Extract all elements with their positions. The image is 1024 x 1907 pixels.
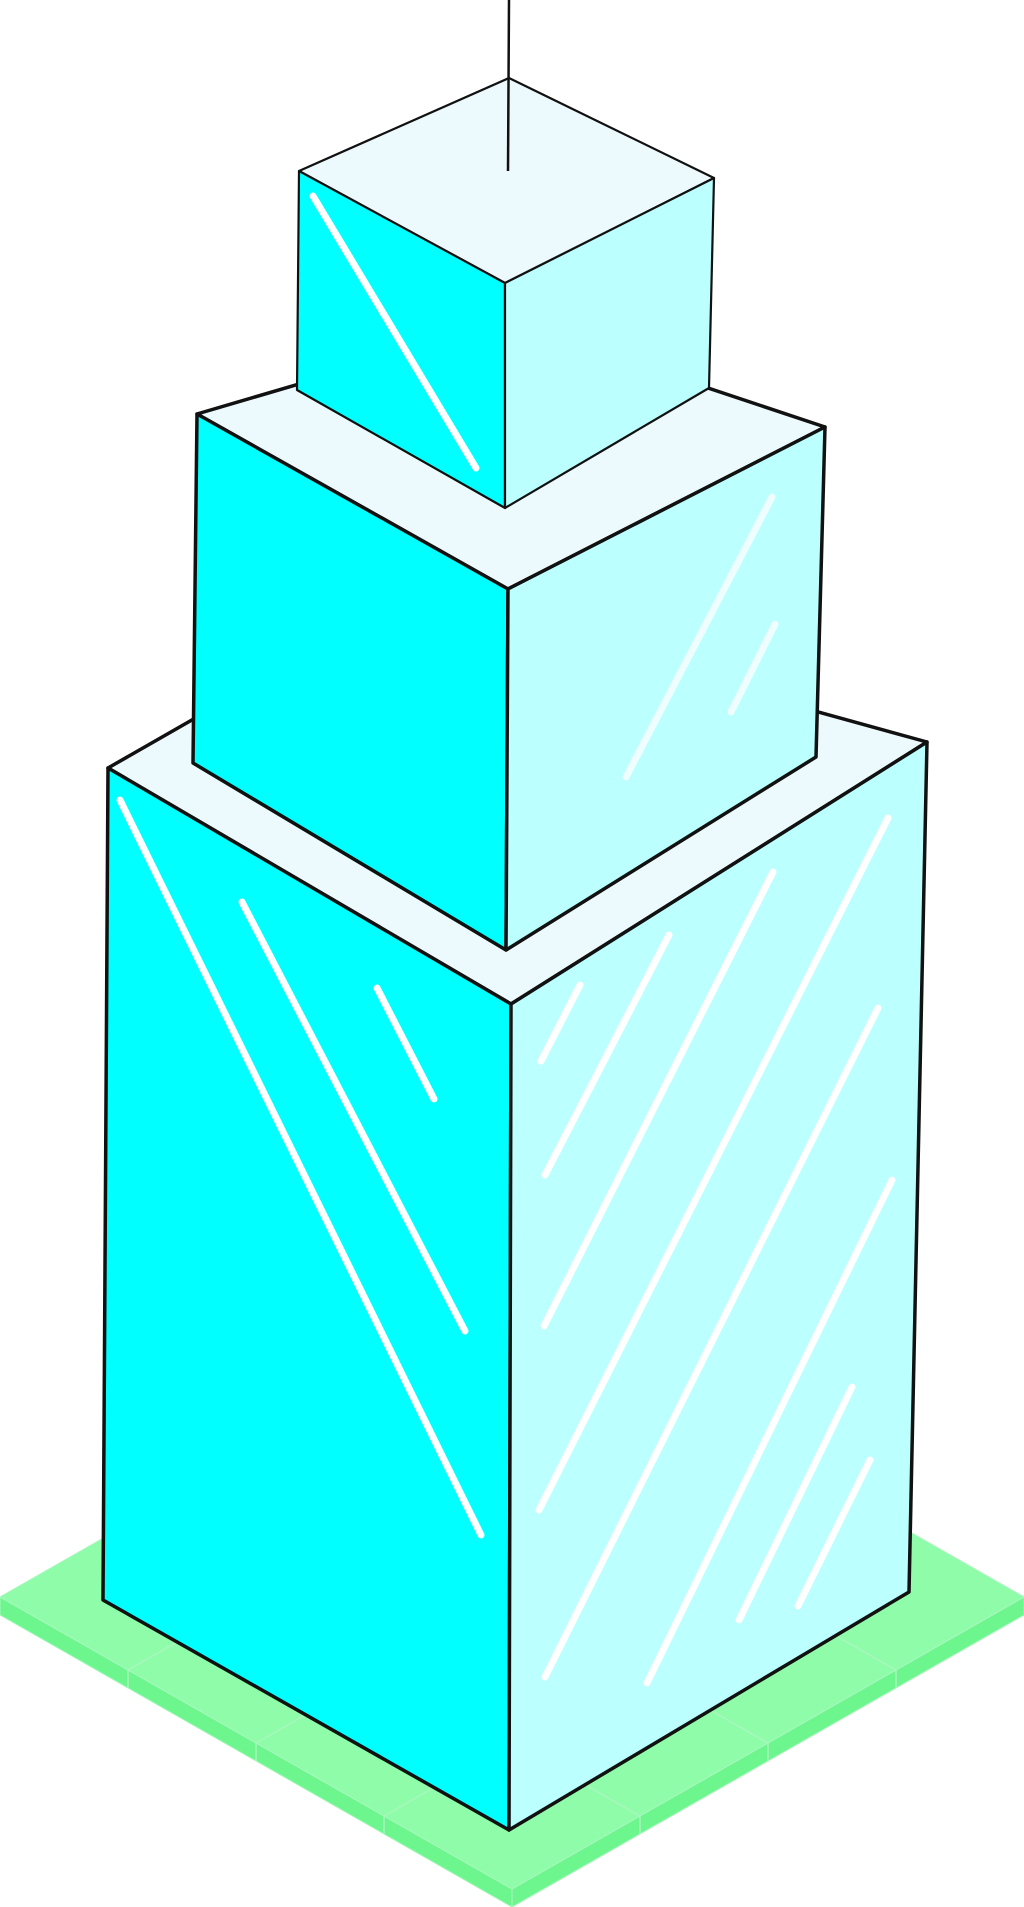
tier-middle-side-face — [504, 425, 827, 952]
antenna-icon — [506, 0, 511, 172]
tier-middle-glare-lines — [622, 493, 779, 781]
tier-top-side-face — [503, 176, 716, 510]
tier-top-glare-line — [309, 192, 480, 472]
tier-bottom-glare-lines — [116, 796, 896, 1687]
building-tier-top — [295, 76, 716, 510]
